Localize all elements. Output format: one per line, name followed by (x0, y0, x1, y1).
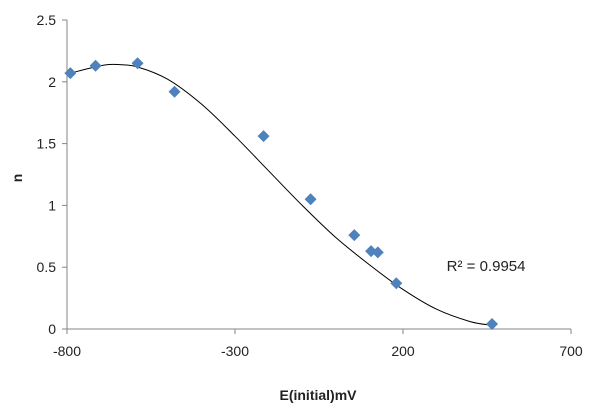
data-point (348, 229, 361, 242)
y-tick-label: 0 (48, 321, 56, 337)
x-tick-label: -300 (221, 343, 249, 359)
data-point (304, 193, 317, 206)
y-axis-title: n (9, 174, 25, 183)
data-point (64, 67, 77, 80)
x-tick-label: -800 (53, 343, 81, 359)
x-axis-title: E(initial)mV (279, 387, 357, 403)
y-tick-label: 0.5 (37, 259, 57, 275)
data-point (257, 130, 270, 143)
data-point (131, 57, 144, 70)
r-squared-label: R² = 0.9954 (447, 258, 526, 275)
y-tick-label: 1.5 (37, 136, 57, 152)
trendline (70, 63, 493, 326)
y-tick-label: 2.5 (37, 12, 57, 28)
data-point (89, 59, 102, 72)
y-tick-label: 2 (48, 74, 56, 90)
plot-area: 0 0.5 1 1.5 2 2.5 -800 -300 200 700 R² = 0.9954 (37, 12, 583, 359)
x-tick-label: 200 (391, 343, 415, 359)
data-point (390, 277, 403, 290)
data-point (371, 246, 384, 259)
data-point (168, 85, 181, 98)
y-tick-label: 1 (48, 197, 56, 213)
data-point (486, 318, 499, 331)
x-tick-label: 700 (559, 343, 583, 359)
